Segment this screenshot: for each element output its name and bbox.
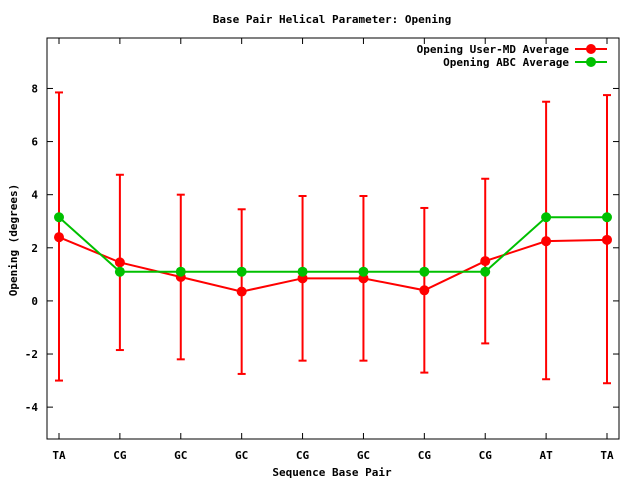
series-layer bbox=[54, 91, 612, 385]
x-tick-label: CG bbox=[113, 449, 127, 462]
plot-frame bbox=[46, 37, 620, 440]
data-point-abc bbox=[236, 266, 247, 277]
x-axis-label: Sequence Base Pair bbox=[272, 466, 392, 479]
x-tick-label: GC bbox=[235, 449, 248, 462]
x-tick-label: AT bbox=[539, 449, 553, 462]
data-point-abc bbox=[419, 266, 430, 277]
data-point-abc bbox=[114, 266, 125, 277]
y-axis: -4 -2 0 2 4 6 8 bbox=[25, 82, 619, 414]
data-point-abc bbox=[541, 212, 552, 223]
legend-label: Opening ABC Average bbox=[443, 56, 569, 69]
x-tick-label: GC bbox=[357, 449, 370, 462]
data-point-abc bbox=[358, 266, 369, 277]
chart-title: Base Pair Helical Parameter: Opening bbox=[213, 13, 451, 26]
data-point-abc bbox=[297, 266, 308, 277]
series-line-user-md bbox=[58, 236, 608, 293]
data-point-user-md bbox=[236, 286, 247, 297]
data-point-abc bbox=[602, 212, 612, 223]
y-tick-label: -2 bbox=[25, 348, 38, 361]
y-tick-label: 6 bbox=[31, 136, 38, 149]
x-tick-label: TA bbox=[52, 449, 66, 462]
x-tick-label: CG bbox=[296, 449, 310, 462]
legend-marker bbox=[586, 57, 596, 67]
data-point-user-md bbox=[54, 232, 64, 243]
x-tick-label: CG bbox=[479, 449, 493, 462]
data-point-user-md bbox=[419, 285, 430, 296]
y-tick-label: -4 bbox=[25, 401, 39, 414]
data-point-user-md bbox=[541, 236, 552, 247]
y-tick-label: 4 bbox=[31, 189, 38, 202]
data-point-user-md bbox=[114, 257, 125, 268]
x-tick-label: TA bbox=[600, 449, 614, 462]
series-line-abc bbox=[58, 216, 607, 273]
x-axis: TA CG GC GC CG GC CG CG AT TA bbox=[52, 38, 614, 462]
data-point-user-md bbox=[480, 256, 491, 267]
y-tick-label: 0 bbox=[31, 295, 38, 308]
y-axis-label: Opening (degrees) bbox=[7, 184, 20, 297]
x-tick-label: CG bbox=[418, 449, 432, 462]
legend-label: Opening User-MD Average bbox=[417, 43, 570, 56]
y-tick-label: 2 bbox=[31, 242, 38, 255]
y-tick-label: 8 bbox=[31, 82, 38, 95]
data-point-abc bbox=[480, 266, 491, 277]
legend-marker bbox=[586, 44, 596, 54]
data-point-abc bbox=[54, 212, 64, 223]
data-point-user-md bbox=[602, 234, 612, 245]
data-point-abc bbox=[175, 266, 186, 277]
x-tick-label: GC bbox=[174, 449, 187, 462]
